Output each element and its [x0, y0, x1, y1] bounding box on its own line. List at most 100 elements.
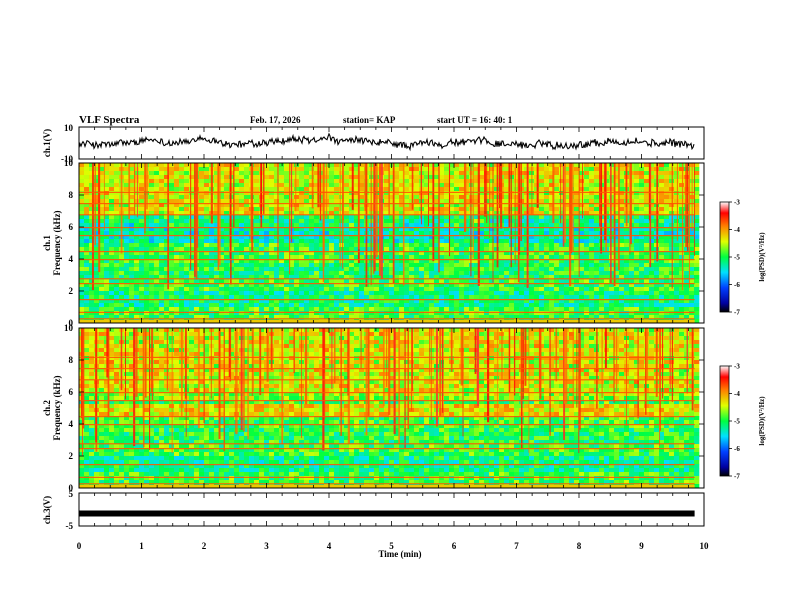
spectrogram-cell [319, 171, 325, 176]
spectrogram-cell [129, 279, 135, 284]
spectrogram-cell [129, 171, 135, 176]
spectrogram-cell [614, 175, 620, 180]
spectrogram-cell [229, 299, 235, 304]
spectrogram-cell [89, 219, 95, 224]
spectrogram-cell [114, 179, 120, 184]
spectrogram-cell [694, 275, 700, 280]
spectrogram-cell [519, 263, 525, 268]
spectrogram-cell [349, 295, 355, 300]
spectrogram-cell [184, 191, 190, 196]
spectrogram-cell [504, 279, 510, 284]
spectrogram-cell [574, 295, 580, 300]
spectrogram-cell [229, 227, 235, 232]
spectrogram-cell [224, 291, 230, 296]
spectrogram-cell [284, 287, 290, 292]
spectrogram-cell [94, 191, 100, 196]
spectrogram-cell [164, 203, 170, 208]
spectrogram-cell [329, 163, 335, 168]
spectrogram-cell [394, 183, 400, 188]
spectrogram-cell [239, 287, 245, 292]
spectrogram-cell [554, 279, 560, 284]
spectrogram-cell [359, 251, 365, 256]
spectrogram-cell [214, 207, 220, 212]
spectrogram-cell [104, 187, 110, 192]
spectrogram-cell [694, 291, 700, 296]
spectrogram-cell [564, 167, 570, 172]
spectrogram-cell [79, 279, 85, 284]
spectrogram-cell [634, 227, 640, 232]
spectrogram-cell [109, 163, 115, 168]
spectrogram-cell [139, 307, 145, 312]
spectrogram-cell [304, 271, 310, 276]
spectrogram-cell [444, 243, 450, 248]
spectrogram-cell [139, 303, 145, 308]
spectrogram-cell [339, 303, 345, 308]
spectrogram-cell [399, 223, 405, 228]
spectrogram-cell [604, 311, 610, 316]
spectrogram-cell [564, 191, 570, 196]
spectrogram-cell [184, 247, 190, 252]
spectrogram-cell [449, 191, 455, 196]
spectrogram-cell [159, 171, 165, 176]
spectrogram-cell [439, 295, 445, 300]
spectrogram-cell [304, 291, 310, 296]
spectrogram-cell [654, 283, 660, 288]
spectrogram-cell [174, 175, 180, 180]
spectrogram-cell [529, 299, 535, 304]
spectrogram-cell [409, 251, 415, 256]
spectrogram-cell [429, 255, 435, 260]
spectrogram-cell [229, 255, 235, 260]
spectrogram-cell [279, 247, 285, 252]
spectrogram-cell [384, 227, 390, 232]
spectrogram-cell [199, 295, 205, 300]
spectrogram-cell [214, 251, 220, 256]
spectrogram-cell [674, 287, 680, 292]
spectrogram-cell [179, 183, 185, 188]
spectrogram-cell [314, 263, 320, 268]
spectrogram-cell [579, 299, 585, 304]
spectrogram-cell [474, 279, 480, 284]
spectrogram-cell [529, 283, 535, 288]
spectrogram-cell [449, 275, 455, 280]
spectrogram-cell [139, 207, 145, 212]
spectrogram-cell [239, 235, 245, 240]
spectrogram-cell [639, 239, 645, 244]
spectrogram-cell [609, 303, 615, 308]
spectrogram-cell [459, 263, 465, 268]
spectrogram-cell [159, 251, 165, 256]
spectrogram-cell [444, 163, 450, 168]
spectrogram-cell [469, 279, 475, 284]
spectrogram-cell [89, 235, 95, 240]
spectrogram-cell [354, 255, 360, 260]
spectrogram-cell [79, 259, 85, 264]
spectrogram-cell [239, 263, 245, 268]
spectrogram-cell [679, 299, 685, 304]
spectrogram-cell [244, 219, 250, 224]
spectrogram-cell [404, 251, 410, 256]
spectrogram-cell [679, 219, 685, 224]
spectrogram-cell [269, 299, 275, 304]
spectrogram-cell [159, 311, 165, 316]
spectrogram-cell [474, 179, 480, 184]
spectrogram-cell [279, 283, 285, 288]
spectrogram-cell [279, 287, 285, 292]
spectrogram-cell [619, 211, 625, 216]
spectrogram-cell [644, 287, 650, 292]
spectrogram-cell [229, 247, 235, 252]
spectrogram-cell [299, 283, 305, 288]
spectrogram-cell [234, 247, 240, 252]
spectrogram-cell [394, 263, 400, 268]
spectrogram-cell [79, 267, 85, 272]
spectrogram-cell [674, 215, 680, 220]
spectrogram-cell [449, 223, 455, 228]
spectrogram-cell [329, 287, 335, 292]
spectrogram-cell [429, 195, 435, 200]
spectrogram-cell [559, 219, 565, 224]
spectrogram-cell [94, 295, 100, 300]
spectrogram-cell [439, 275, 445, 280]
spectrogram-cell [674, 175, 680, 180]
spectrogram-cell [369, 259, 375, 264]
spectrogram-cell [619, 299, 625, 304]
spectrogram-cell [559, 235, 565, 240]
spectrogram-cell [349, 251, 355, 256]
